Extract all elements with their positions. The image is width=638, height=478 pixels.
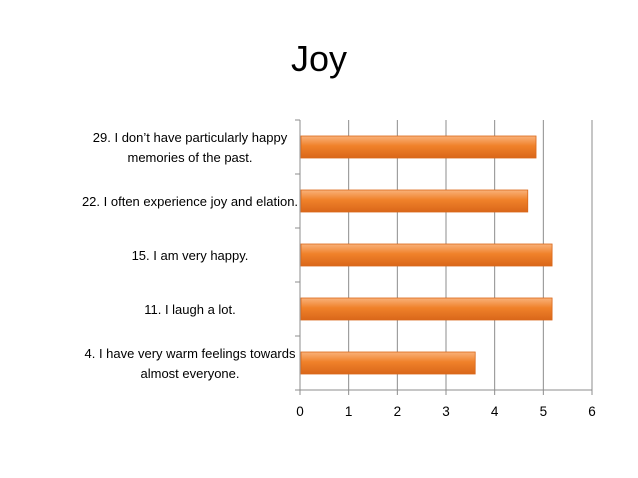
category-label: 15. I am very happy. (132, 248, 249, 263)
x-tick-label: 2 (394, 404, 402, 419)
bar (300, 189, 529, 213)
x-tick-label: 4 (491, 404, 499, 419)
category-label: 29. I don’t have particularly happy (93, 130, 288, 145)
chart-title: Joy (290, 38, 348, 79)
bars (300, 135, 553, 375)
x-tick-label: 1 (345, 404, 353, 419)
x-tick-labels: 0 1 2 3 4 5 6 (296, 404, 596, 419)
bar (300, 297, 553, 321)
category-label: 22. I often experience joy and elation. (82, 194, 298, 209)
axes (295, 119, 593, 395)
category-label: 4. I have very warm feelings towards (85, 346, 296, 361)
bar (300, 135, 537, 159)
category-label: 11. I laugh a lot. (144, 302, 236, 317)
x-tick-label: 3 (442, 404, 450, 419)
x-tick-label: 5 (540, 404, 548, 419)
x-tick-label: 0 (296, 404, 304, 419)
x-tick-label: 6 (588, 404, 596, 419)
bar (300, 243, 553, 267)
category-label: almost everyone. (141, 366, 240, 381)
category-label: memories of the past. (128, 150, 253, 165)
bar (300, 351, 476, 375)
category-labels: 29. I don’t have particularly happy memor… (82, 130, 298, 381)
